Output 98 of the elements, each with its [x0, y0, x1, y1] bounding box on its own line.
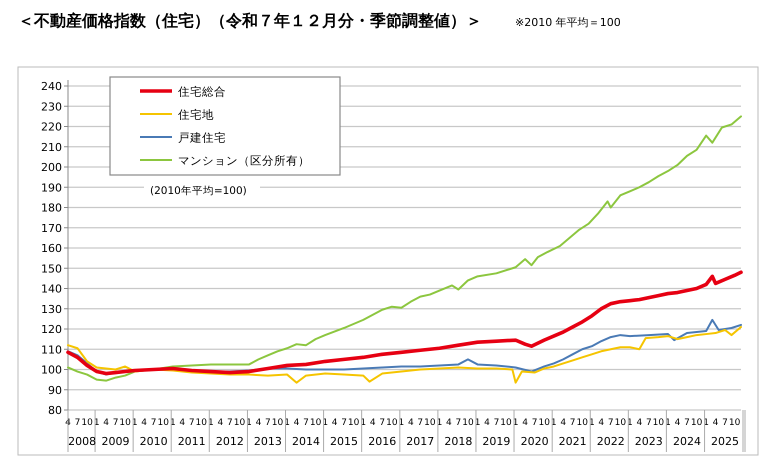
y-tick-label: 170	[41, 222, 62, 235]
x-tick-label: 10	[728, 418, 741, 428]
x-tick-label: 10	[196, 418, 208, 428]
x-tick-label: 4	[712, 418, 719, 428]
x-tick-label: 4	[370, 418, 376, 428]
x-tick-label: 10	[538, 418, 550, 428]
y-tick-label: 130	[41, 302, 62, 316]
y-tick-label: 110	[41, 343, 62, 356]
y-tick-label: 180	[41, 202, 62, 214]
x-tick-label: 10	[690, 418, 703, 428]
x2-tick-label: 2023	[634, 435, 663, 448]
x-tick-label: 10	[348, 418, 360, 428]
x-tick-label: 10	[500, 418, 512, 428]
x2-tick-label: 2021	[558, 435, 587, 448]
x-tick-label: 7	[646, 418, 652, 428]
legend-label: 戸建住宅	[178, 130, 226, 144]
y-tick-label: 220	[41, 120, 62, 134]
x-tick-label: 10	[386, 418, 398, 428]
x-tick-label: 4	[522, 418, 528, 428]
x2-tick-label: 2014	[292, 435, 320, 448]
y-tick-label: 230	[41, 100, 62, 114]
x-tick-label: 7	[303, 418, 309, 428]
x-tick-label: 7	[188, 418, 195, 428]
x2-tick-label: 2015	[330, 435, 358, 448]
x2-tick-label: 2012	[216, 435, 244, 448]
legend-label: 住宅地	[177, 108, 214, 122]
x2-tick-label: 2025	[711, 435, 740, 448]
x2-tick-label: 2018	[444, 435, 472, 448]
x-tick-label: 7	[417, 418, 424, 428]
y-tick-label: 150	[41, 262, 62, 276]
x-tick-label: 7	[684, 418, 690, 428]
x2-tick-label: 2011	[178, 435, 206, 448]
x2-tick-label: 2024	[672, 435, 701, 448]
x-tick-label: 7	[379, 418, 386, 428]
x2-tick-label: 2020	[520, 435, 549, 448]
x-tick-label: 4	[103, 418, 110, 428]
x-tick-label: 7	[226, 418, 233, 428]
x-tick-label: 7	[456, 418, 462, 428]
y-tick-label: 140	[41, 282, 62, 296]
x-tick-label: 7	[341, 418, 347, 428]
legend-label: マンション（区分所有）	[178, 154, 310, 168]
x-tick-label: 10	[157, 418, 170, 428]
x2-tick-label: 2009	[102, 435, 130, 448]
y-tick-label: 100	[41, 364, 62, 376]
x-tick-label: 7	[532, 418, 538, 428]
x-tick-label: 7	[150, 418, 156, 428]
x2-tick-label: 2019	[482, 435, 510, 448]
x-tick-label: 7	[112, 418, 118, 428]
x-tick-label: 10	[234, 418, 246, 428]
x2-tick-label: 2008	[68, 435, 96, 448]
x-tick-label: 7	[570, 418, 576, 428]
x-tick-label: 1	[474, 418, 480, 428]
y-tick-label: 240	[41, 80, 62, 93]
annotation: (2010年平均=100)	[150, 185, 247, 197]
x-tick-label: 10	[576, 418, 588, 428]
x-tick-label: 10	[652, 418, 664, 428]
x-tick-label: 10	[424, 418, 436, 428]
x-tick-label: 7	[608, 418, 614, 428]
x-tick-label: 10	[119, 418, 132, 428]
x-tick-label: 4	[408, 418, 414, 428]
x-tick-label: 4	[256, 418, 262, 428]
x-tick-label: 4	[141, 418, 148, 428]
x2-tick-label: 2017	[406, 435, 434, 448]
x-tick-label: 4	[179, 418, 186, 428]
x-tick-label: 10	[310, 418, 322, 428]
y-tick-label: 200	[41, 161, 62, 174]
y-tick-label: 80	[48, 404, 62, 417]
x-tick-label: 4	[332, 418, 338, 428]
x-tick-label: 4	[674, 418, 681, 428]
line-series	[66, 270, 743, 376]
x-tick-label: 7	[722, 418, 728, 428]
x-tick-label: 4	[446, 418, 452, 428]
x2-tick-label: 2016	[368, 435, 396, 448]
x-tick-label: 4	[560, 418, 566, 428]
x2-tick-label: 2013	[254, 435, 282, 448]
y-tick-label: 210	[41, 140, 62, 154]
x2-tick-label: 2022	[596, 435, 625, 448]
y-tick-label: 120	[41, 323, 62, 336]
x-tick-label: 10	[462, 418, 474, 428]
legend-label: 住宅総合	[177, 84, 226, 98]
chart-title: ＜不動産価格指数（住宅）（令和７年１２月分・季節調整値）＞	[18, 11, 482, 30]
line-series	[67, 326, 742, 384]
x-tick-label: 10	[272, 418, 284, 428]
x-tick-label: 4	[294, 418, 300, 428]
x2-tick-label: 2010	[140, 435, 168, 448]
x-tick-label: 4	[598, 418, 604, 428]
y-tick-label: 160	[41, 242, 62, 255]
x-tick-label: 10	[81, 418, 94, 428]
x-tick-label: 10	[614, 418, 626, 428]
x-tick-label: 7	[494, 418, 500, 428]
x-tick-label: 4	[484, 418, 490, 428]
y-tick-label: 90	[48, 384, 62, 397]
x-tick-label: 7	[74, 418, 80, 428]
chart-subtitle: ※2010 年平均＝100	[515, 16, 621, 29]
y-tick-label: 190	[41, 181, 62, 194]
x-tick-label: 7	[265, 418, 271, 428]
x-tick-label: 4	[636, 418, 642, 428]
x-tick-label: 4	[218, 418, 224, 428]
